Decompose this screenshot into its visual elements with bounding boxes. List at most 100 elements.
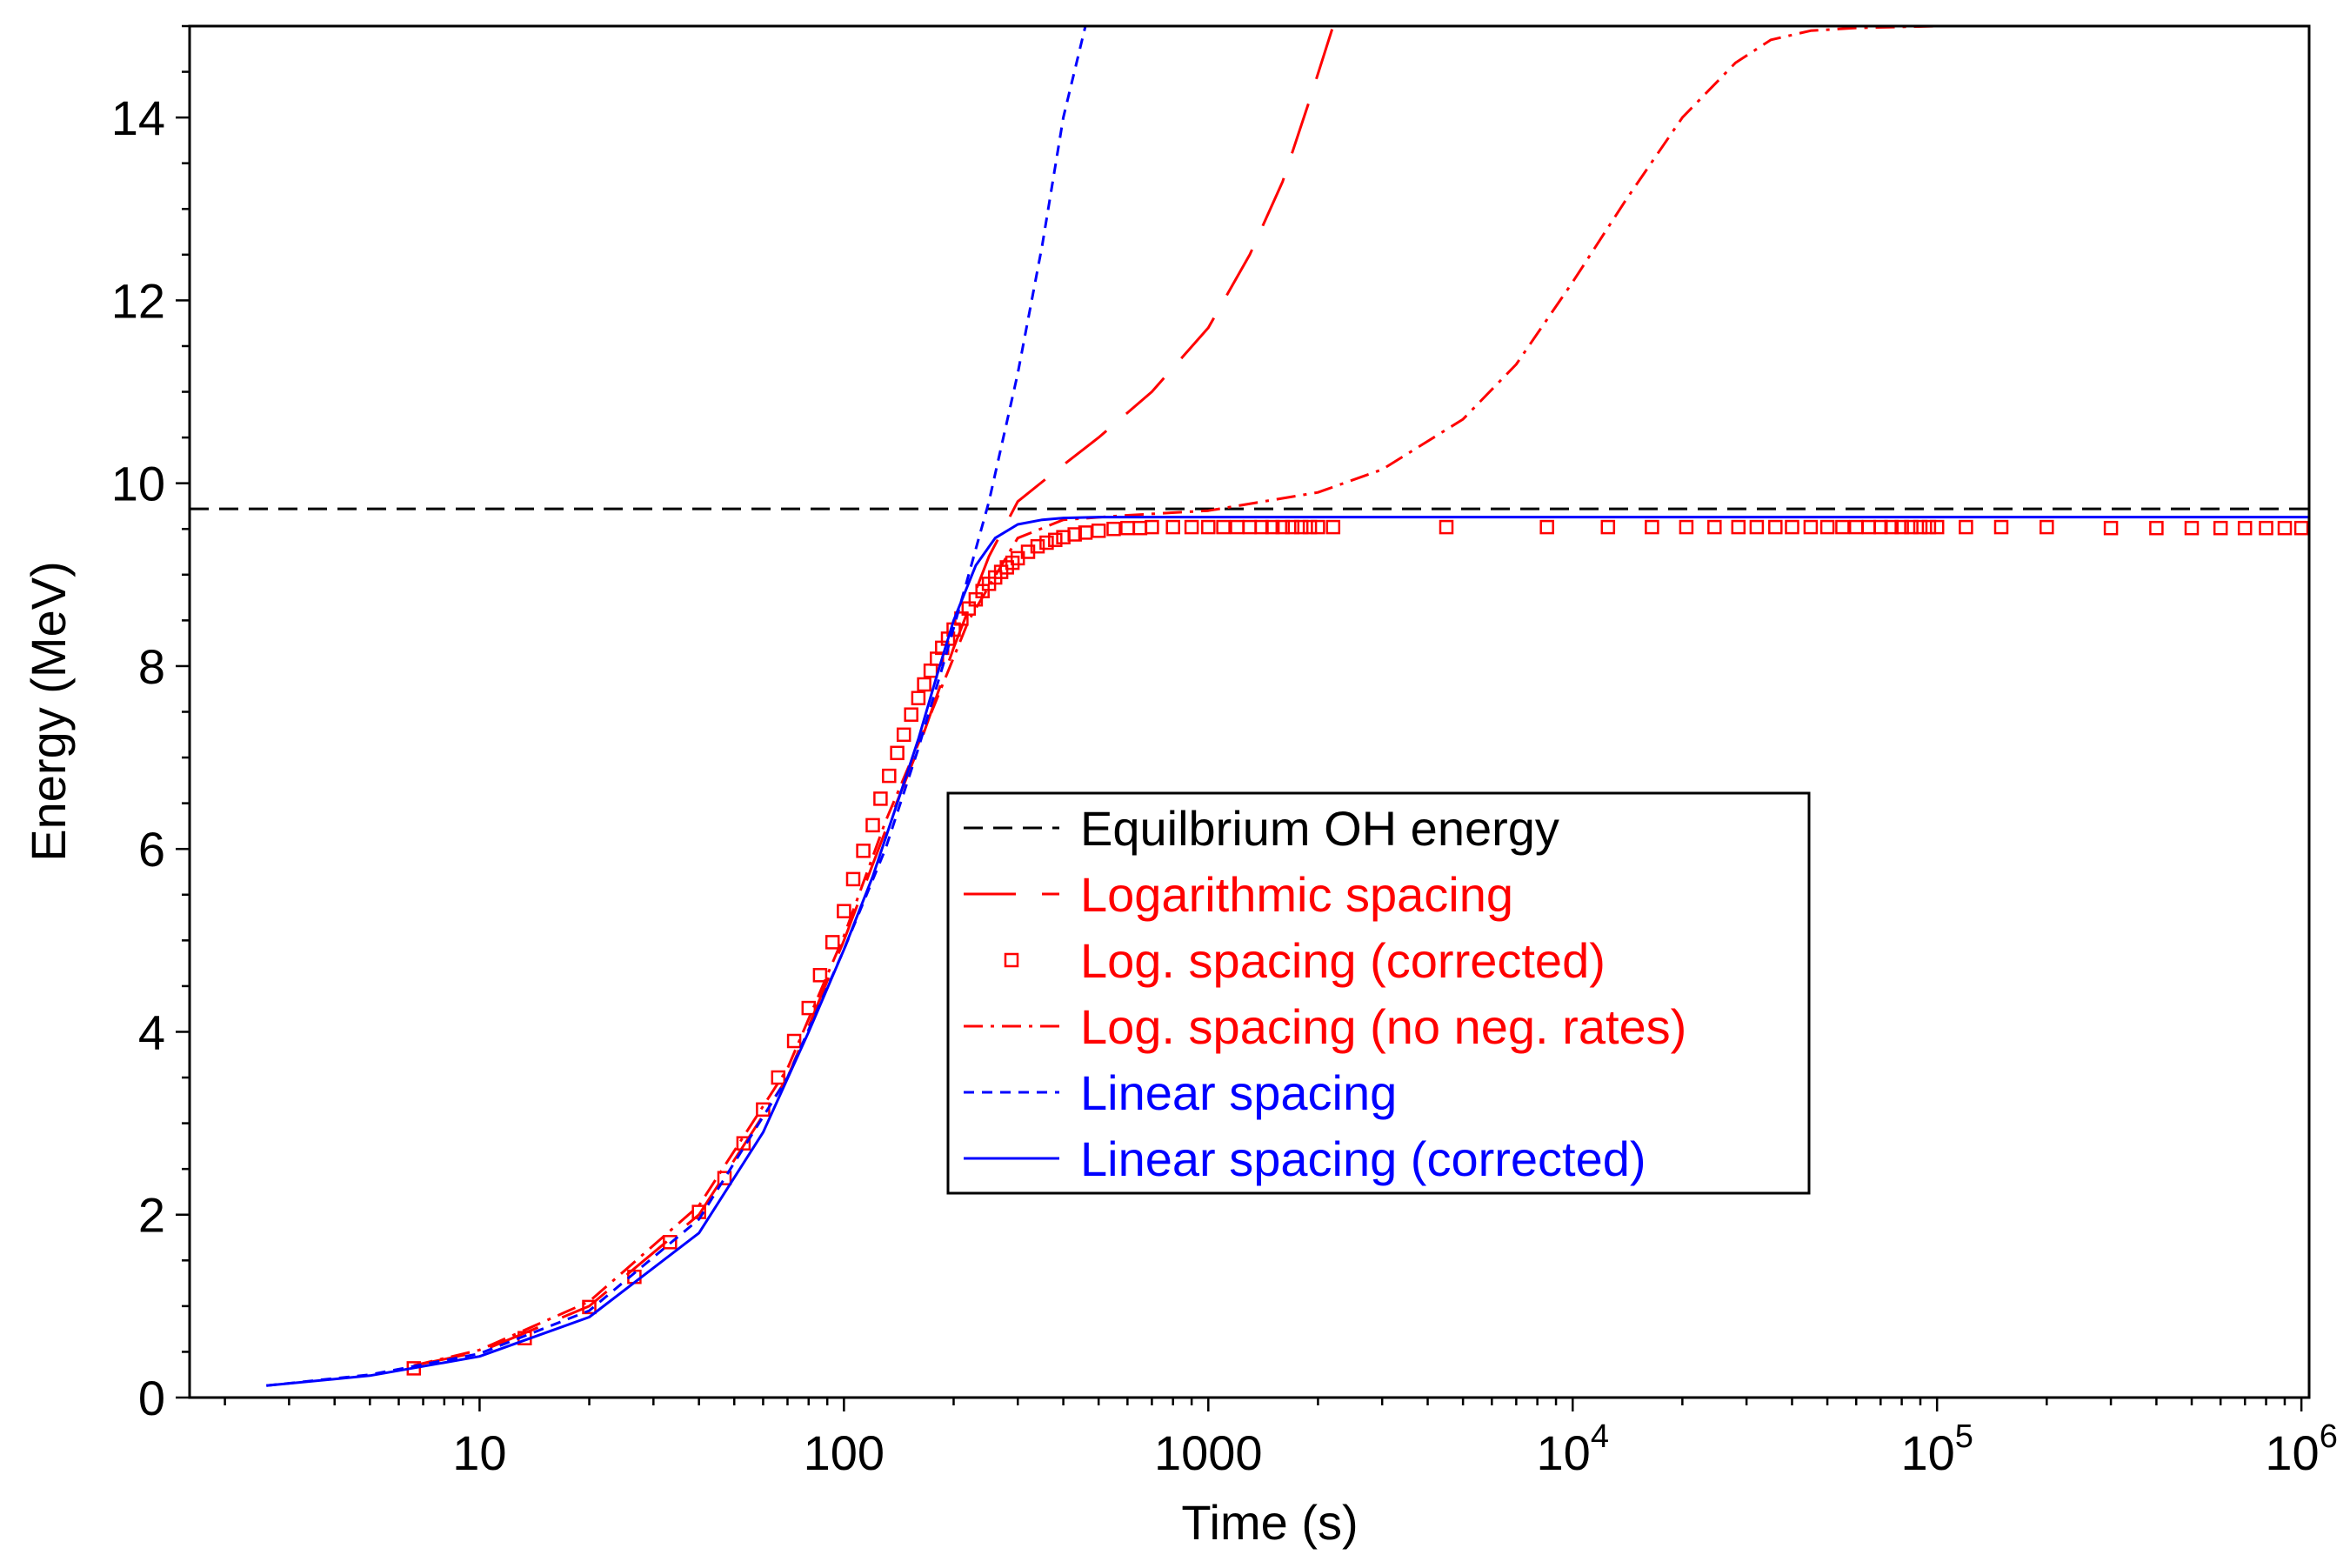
data-point <box>845 871 861 887</box>
data-point <box>1039 535 1054 550</box>
data-point <box>1803 519 1819 535</box>
data-point <box>1929 519 1945 535</box>
data-point <box>1993 519 2009 535</box>
data-point <box>873 791 888 806</box>
data-point <box>2277 520 2293 536</box>
y-tick-label: 12 <box>111 273 165 328</box>
data-point <box>2040 519 2054 535</box>
data-point <box>1165 519 1180 535</box>
data-point <box>2213 520 2228 536</box>
data-point <box>865 817 880 833</box>
series-log-spacing-corrected <box>406 519 2309 1376</box>
data-point <box>1325 519 1341 535</box>
data-point <box>2103 520 2119 536</box>
series-line-1 <box>413 26 1335 1367</box>
legend-label: Linear spacing (corrected) <box>1080 1131 1646 1186</box>
legend-entry: Log. spacing (no neg. rates) <box>964 999 1686 1054</box>
data-point <box>1285 519 1300 535</box>
data-point <box>1707 519 1722 535</box>
data-point <box>1600 519 1616 535</box>
legend-label: Log. spacing (corrected) <box>1080 933 1606 988</box>
x-tick-label: 104 <box>1537 1418 1609 1480</box>
data-point <box>1749 519 1765 535</box>
legend-label: Log. spacing (no neg. rates) <box>1080 999 1686 1054</box>
legend-entry: Equilbrium OH energy <box>964 801 1559 856</box>
data-point <box>911 691 926 705</box>
data-point <box>2259 520 2273 536</box>
data-point <box>882 768 897 784</box>
x-tick-label-base: 100 <box>804 1425 885 1480</box>
data-point <box>1265 519 1280 535</box>
data-point <box>917 677 931 692</box>
data-point <box>1645 519 1659 535</box>
data-point <box>1201 519 1216 535</box>
x-tick-label-base: 10 <box>2265 1425 2319 1480</box>
data-point <box>1302 519 1318 535</box>
data-point <box>856 844 871 858</box>
x-tick-label-base: 10 <box>1537 1425 1591 1480</box>
data-point <box>1311 519 1325 535</box>
data-point <box>1030 538 1045 554</box>
data-point <box>1184 519 1199 535</box>
x-tick-label-exponent: 6 <box>2320 1418 2338 1455</box>
legend-entry: Linear spacing <box>964 1065 1397 1120</box>
y-axis-ticks: 0 2 4 6 8 10 12 14 <box>111 24 190 1425</box>
data-point <box>1894 519 1909 535</box>
legend-entry: Log. spacing (corrected) <box>1004 933 1606 988</box>
data-point <box>1254 519 1269 535</box>
y-tick-label: 4 <box>138 1004 165 1059</box>
y-tick-label: 2 <box>138 1188 165 1243</box>
y-tick-label: 10 <box>111 457 165 511</box>
y-tick-label: 0 <box>138 1371 165 1425</box>
data-point <box>904 707 918 722</box>
x-tick-label-base: 1000 <box>1154 1425 1263 1480</box>
data-point <box>1539 519 1554 535</box>
data-point <box>1785 519 1799 535</box>
legend-box <box>946 791 1811 1195</box>
data-point <box>1439 519 1454 535</box>
data-point <box>801 1000 817 1016</box>
data-point <box>896 727 911 743</box>
y-tick-label: 6 <box>138 822 165 877</box>
legend-entries: Equilbrium OH energy Logarithmic spacing L… <box>964 801 1686 1186</box>
data-point <box>1106 521 1121 537</box>
data-point <box>1768 519 1783 535</box>
data-point <box>1873 519 1888 535</box>
series-line-5 <box>266 516 2309 1387</box>
x-tick-label-exponent: 4 <box>1591 1418 1609 1455</box>
x-tick-label: 1000 <box>1154 1425 1263 1480</box>
legend-label: Logarithmic spacing <box>1080 867 1513 922</box>
legend-label: Linear spacing <box>1080 1065 1397 1120</box>
data-point <box>1921 519 1937 535</box>
data-point <box>582 1299 597 1315</box>
data-point <box>663 1235 678 1250</box>
x-tick-label: 106 <box>2265 1418 2337 1480</box>
series-line-4 <box>266 26 1087 1387</box>
data-point <box>837 904 851 918</box>
x-axis-title: Time (s) <box>1181 1495 1358 1550</box>
data-point <box>812 968 828 983</box>
x-tick-label: 105 <box>1900 1418 1973 1480</box>
y-axis-title: Energy (MeV) <box>21 561 76 861</box>
data-point <box>1679 519 1694 535</box>
data-point <box>1913 519 1928 535</box>
data-point <box>825 935 840 950</box>
legend-marker <box>1004 952 1019 968</box>
data-point <box>2293 520 2309 536</box>
data-point <box>1904 519 1919 535</box>
data-point <box>1835 519 1850 535</box>
data-point <box>736 1136 751 1151</box>
x-axis-ticks: 10 100 1000 104 105 106 <box>224 1398 2338 1480</box>
data-point <box>1216 519 1231 535</box>
x-tick-label-exponent: 5 <box>1955 1418 1973 1455</box>
data-point <box>890 745 905 761</box>
data-point <box>717 1171 732 1185</box>
data-point <box>1048 532 1063 548</box>
data-point <box>1884 519 1899 535</box>
data-point <box>1145 519 1159 535</box>
y-tick-label: 8 <box>138 639 165 694</box>
data-point <box>1959 519 1973 535</box>
data-point <box>1067 527 1082 542</box>
